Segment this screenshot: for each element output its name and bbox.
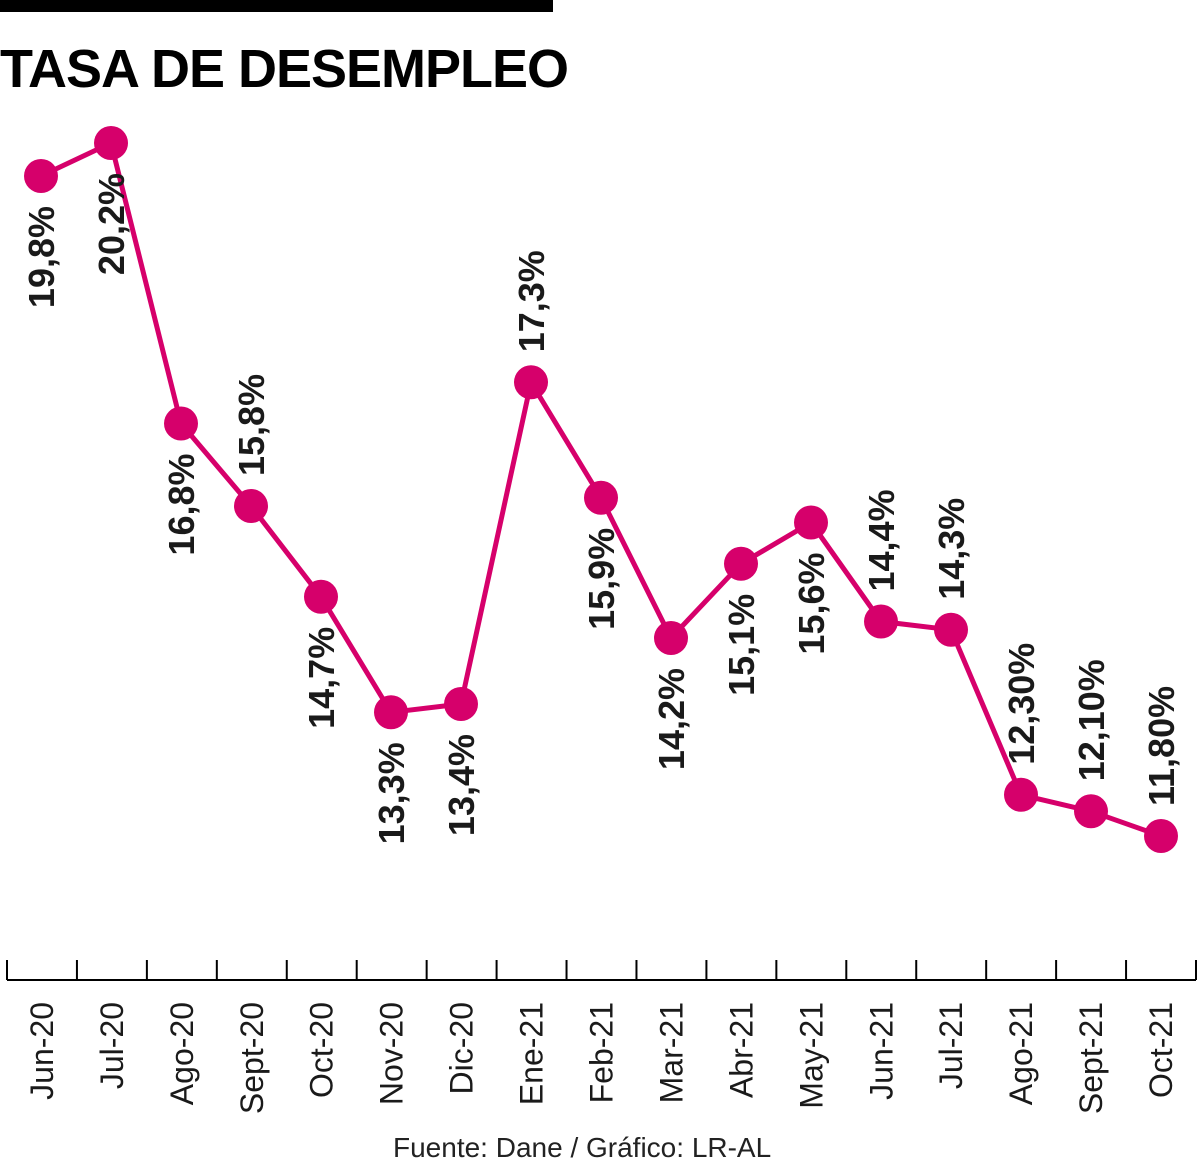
- data-point: [304, 579, 338, 614]
- data-label: 20,2%: [91, 173, 132, 275]
- data-label: 15,9%: [581, 528, 622, 630]
- data-label: 19,8%: [21, 206, 62, 308]
- data-point: [1074, 794, 1108, 829]
- x-tick-label: Jun-21: [863, 1002, 899, 1100]
- x-tick-label: Ago-21: [1003, 1002, 1039, 1105]
- data-point: [234, 489, 268, 523]
- data-point: [654, 621, 688, 655]
- data-label: 12,30%: [1001, 643, 1042, 765]
- chart-title: TASA DE DESEMPLEO: [0, 39, 569, 99]
- title-rule: [0, 0, 553, 12]
- data-label: 11,80%: [1141, 686, 1182, 806]
- x-axis: [6, 960, 1197, 981]
- x-tick-label: Jun-20: [24, 1002, 60, 1100]
- data-label: 13,4%: [441, 734, 482, 836]
- x-tick-label: Nov-20: [374, 1002, 410, 1105]
- data-label: 13,3%: [371, 742, 412, 844]
- data-label: 17,3%: [511, 250, 552, 352]
- data-point: [724, 546, 758, 581]
- data-point: [584, 480, 618, 515]
- x-tick-label: May-21: [793, 1002, 829, 1109]
- x-tick-label: Jul-20: [94, 1002, 130, 1089]
- x-tick-label: Feb-21: [584, 1002, 620, 1103]
- data-label: 14,3%: [931, 498, 972, 600]
- data-label: 14,4%: [861, 489, 902, 591]
- x-tick-label: Sept-21: [1073, 1002, 1109, 1114]
- data-point: [1004, 777, 1038, 812]
- x-tick-label: Ene-21: [514, 1002, 550, 1105]
- x-tick-label: Abr-21: [723, 1002, 759, 1098]
- data-point: [1144, 819, 1178, 853]
- data-point: [514, 365, 548, 400]
- data-label: 12,10%: [1071, 659, 1112, 781]
- data-point: [374, 695, 408, 730]
- x-tick-label: Oct-21: [1143, 1002, 1179, 1098]
- data-label: 16,8%: [161, 454, 202, 556]
- data-point: [444, 687, 478, 721]
- data-label: 15,1%: [721, 594, 762, 696]
- data-point: [94, 126, 128, 160]
- x-tick-label: Jul-21: [933, 1002, 969, 1089]
- data-labels: 19,8% 20,2% 16,8% 15,8% 14,7% 13,3% 13,4% 17,3%…: [21, 173, 1182, 844]
- data-label: 15,8%: [231, 374, 272, 476]
- data-point: [164, 406, 198, 441]
- data-point: [794, 505, 828, 540]
- data-label: 14,7%: [301, 627, 342, 729]
- data-label: 14,2%: [651, 668, 692, 770]
- source-note: Fuente: Dane / Gráfico: LR-AL: [393, 1132, 772, 1163]
- x-tick-label: Sept-20: [234, 1002, 270, 1114]
- x-tick-labels: Jun-20 Jul-20 Ago-20 Sept-20 Oct-20 Nov-20 Dic…: [24, 1002, 1179, 1114]
- x-tick-label: Dic-20: [444, 1002, 480, 1094]
- data-label: 15,6%: [791, 553, 832, 655]
- x-tick-label: Mar-21: [653, 1002, 689, 1103]
- data-points: [24, 126, 1178, 853]
- data-point: [864, 604, 898, 639]
- data-point: [24, 159, 58, 193]
- x-tick-label: Ago-20: [164, 1002, 200, 1105]
- data-point: [934, 612, 968, 647]
- x-tick-label: Oct-20: [304, 1002, 340, 1098]
